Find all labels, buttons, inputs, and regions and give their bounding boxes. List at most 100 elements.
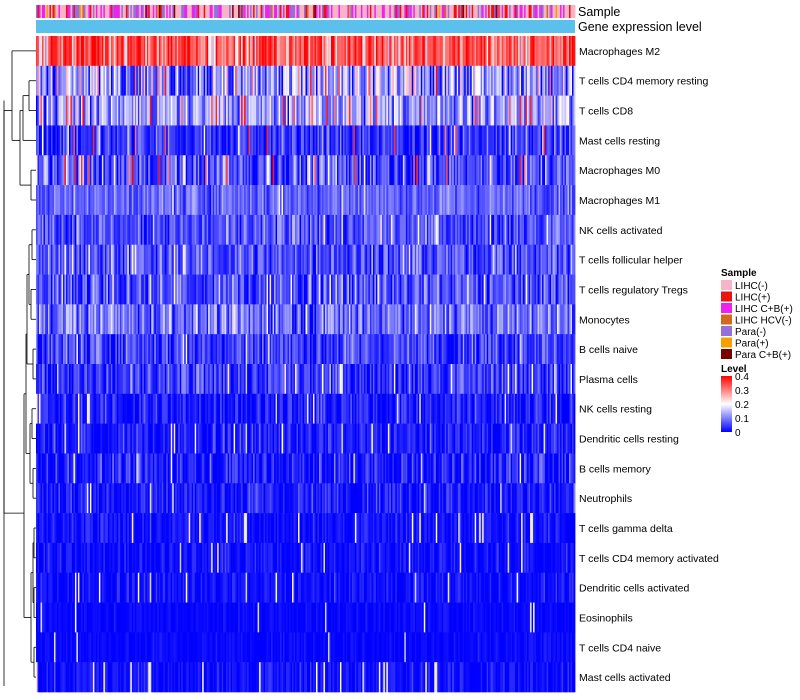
heatmap-cell <box>359 155 362 186</box>
heatmap-cell <box>223 304 226 335</box>
sample-annotation-cell <box>483 5 486 18</box>
heatmap-cell <box>435 95 438 126</box>
heatmap-cell <box>167 274 170 305</box>
heatmap-cell <box>497 304 500 335</box>
heatmap-cell <box>350 185 353 216</box>
heatmap-cell <box>510 65 513 96</box>
heatmap-cell <box>53 36 56 67</box>
heatmap-cell <box>414 274 417 305</box>
heatmap-cell <box>405 274 408 305</box>
heatmap-cell <box>236 185 239 216</box>
heatmap-cell <box>518 244 521 275</box>
heatmap-cell <box>344 244 347 275</box>
heatmap-cell <box>127 244 130 275</box>
heatmap-cell <box>271 155 273 186</box>
heatmap-cell <box>209 95 212 126</box>
heatmap-cell <box>555 36 558 67</box>
heatmap-cell <box>512 334 515 365</box>
sample-annotation-cell <box>519 5 522 18</box>
heatmap-cell <box>43 304 46 335</box>
heatmap-cell <box>525 65 528 96</box>
heatmap-cell <box>199 95 202 126</box>
heatmap-cell <box>428 95 431 126</box>
heatmap-cell <box>91 65 94 96</box>
heatmap-cell <box>333 393 336 424</box>
heatmap-cell <box>545 244 547 275</box>
heatmap-cell <box>157 304 160 335</box>
heatmap-cell <box>68 155 71 186</box>
heatmap-cell <box>387 334 390 365</box>
heatmap-cell <box>516 65 519 96</box>
heatmap-cell <box>365 95 368 126</box>
heatmap-cell <box>548 334 550 365</box>
heatmap-cell <box>116 334 119 365</box>
heatmap-cell <box>549 185 552 216</box>
heatmap-cell <box>491 36 494 67</box>
heatmap-cell <box>272 274 275 305</box>
sample-annotation-cell <box>121 5 124 18</box>
heatmap-cell <box>134 155 137 186</box>
heatmap-cell <box>286 393 288 424</box>
heatmap-cell <box>545 364 547 395</box>
heatmap-cell <box>202 125 205 156</box>
sample-annotation-cell <box>50 5 53 18</box>
heatmap-cell <box>151 125 154 156</box>
heatmap-cell <box>315 214 318 246</box>
heatmap-cell <box>95 274 98 305</box>
heatmap-cell <box>536 65 538 96</box>
heatmap-cell <box>247 274 250 305</box>
heatmap-cell <box>209 155 212 186</box>
heatmap-cell <box>193 95 196 126</box>
heatmap-cell <box>398 214 401 246</box>
heatmap-cell <box>525 36 528 67</box>
heatmap-cell <box>56 393 59 424</box>
heatmap-cell <box>572 364 574 395</box>
heatmap-cell <box>71 125 74 156</box>
sample-annotation-cell <box>507 5 510 18</box>
heatmap-cell <box>295 125 297 156</box>
heatmap-cell <box>470 95 473 126</box>
heatmap-cell <box>371 274 374 305</box>
heatmap-cell <box>369 95 372 126</box>
heatmap-cell <box>266 364 269 395</box>
heatmap-cell <box>452 125 455 156</box>
heatmap-cell <box>286 364 288 395</box>
sample-annotation-cell <box>230 5 233 18</box>
heatmap-cell <box>256 364 258 395</box>
heatmap-cell <box>133 274 136 305</box>
heatmap-cell <box>327 125 330 156</box>
heatmap-cell <box>420 214 423 246</box>
heatmap-cell <box>292 274 294 305</box>
heatmap-cell <box>155 304 158 335</box>
heatmap-cell <box>413 95 416 126</box>
heatmap-cell <box>92 304 95 335</box>
heatmap-cell <box>386 393 389 424</box>
sample-annotation-cell <box>103 5 106 18</box>
heatmap-cell <box>254 334 257 365</box>
heatmap-cell <box>163 125 166 156</box>
heatmap-cell <box>458 244 461 275</box>
heatmap-cell <box>567 364 570 395</box>
heatmap-cell <box>341 334 344 365</box>
sample-annotation-cell <box>38 5 41 18</box>
heatmap-cell <box>504 334 507 365</box>
heatmap-cell <box>396 334 399 365</box>
heatmap-cell <box>537 214 540 246</box>
heatmap-cell <box>351 214 354 246</box>
heatmap-cell <box>497 36 500 67</box>
heatmap-cell <box>461 334 464 365</box>
heatmap-cell <box>100 95 103 126</box>
heatmap-cell <box>125 155 128 186</box>
heatmap-cell <box>278 36 281 67</box>
heatmap-cell <box>486 274 489 305</box>
heatmap-cell <box>110 274 113 305</box>
heatmap-cell <box>350 95 353 126</box>
heatmap-cell <box>365 214 368 246</box>
heatmap-cell <box>393 393 396 424</box>
heatmap-cell <box>473 334 476 365</box>
heatmap-cell <box>383 393 386 424</box>
heatmap-cell <box>119 244 122 275</box>
heatmap-cell <box>110 185 113 216</box>
heatmap-cell <box>495 155 498 186</box>
heatmap-cell <box>551 214 553 246</box>
